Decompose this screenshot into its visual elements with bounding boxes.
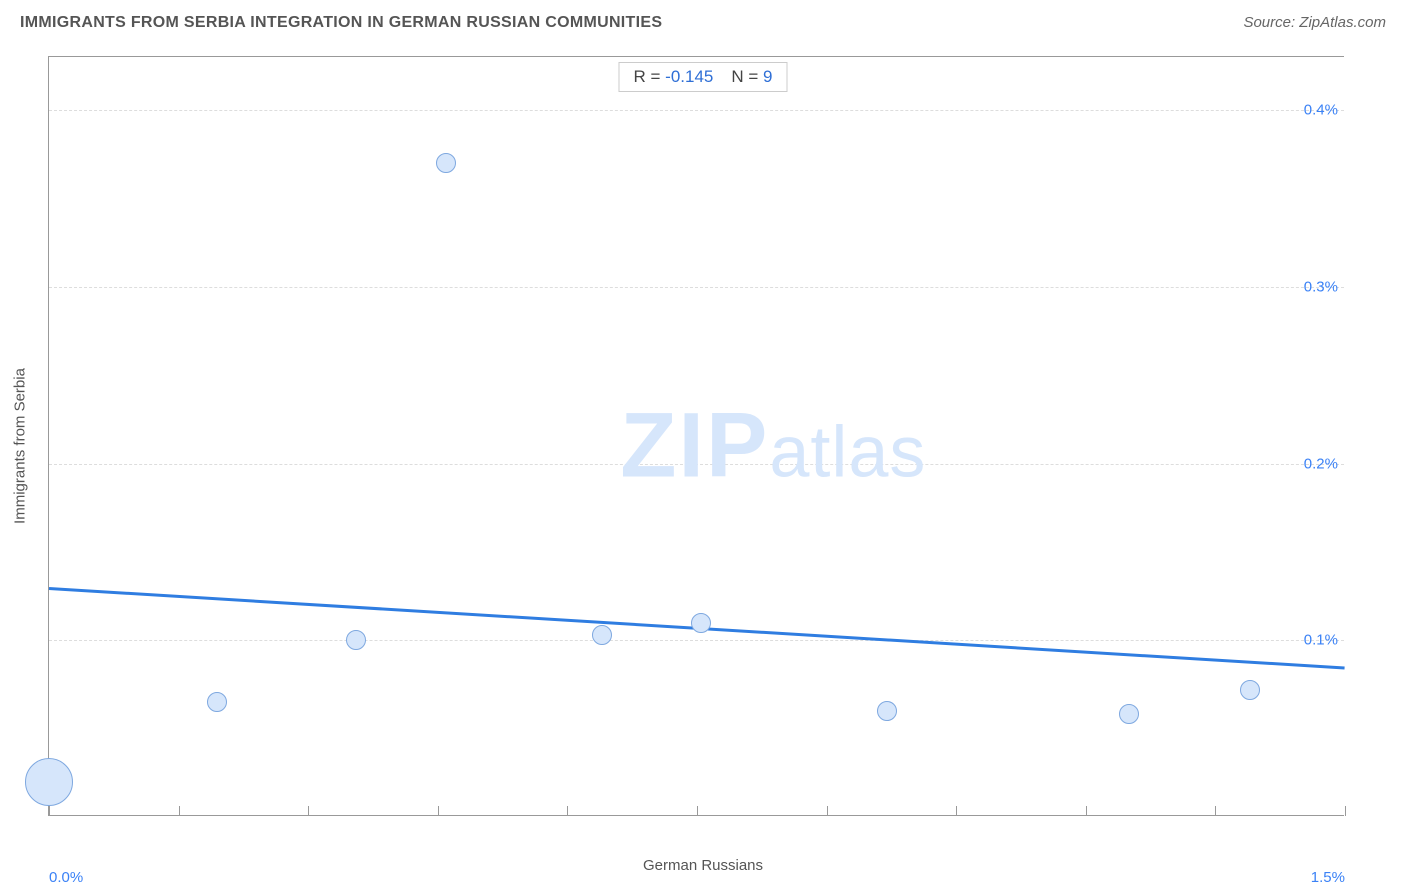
header-row: IMMIGRANTS FROM SERBIA INTEGRATION IN GE… — [20, 14, 1386, 32]
x-tick-mark — [697, 806, 698, 816]
y-tick-label: 0.4% — [1304, 102, 1338, 119]
x-tick-mark — [1215, 806, 1216, 816]
data-bubble — [1240, 680, 1260, 700]
data-bubble — [25, 758, 73, 806]
n-value: 9 — [763, 67, 772, 86]
y-tick-label: 0.2% — [1304, 455, 1338, 472]
gridline-h — [49, 464, 1344, 465]
x-tick-label: 1.5% — [1311, 869, 1345, 886]
source-credit: Source: ZipAtlas.com — [1243, 14, 1386, 31]
x-tick-mark — [308, 806, 309, 816]
chart-title: IMMIGRANTS FROM SERBIA INTEGRATION IN GE… — [20, 14, 662, 32]
n-group: N = 9 — [731, 67, 772, 87]
gridline-h — [49, 110, 1344, 111]
chart-plot-area: 0.1%0.2%0.3%0.4%0.0%1.5% — [48, 56, 1344, 816]
x-tick-mark — [1086, 806, 1087, 816]
data-bubble — [346, 630, 366, 650]
y-tick-label: 0.1% — [1304, 632, 1338, 649]
data-bubble — [207, 692, 227, 712]
x-axis-label: German Russians — [643, 857, 763, 874]
r-group: R = -0.145 — [633, 67, 713, 87]
gridline-h — [49, 640, 1344, 641]
stats-badge: R = -0.145 N = 9 — [618, 62, 787, 92]
n-label: N = — [731, 67, 758, 86]
x-tick-mark — [49, 806, 50, 816]
x-tick-mark — [1345, 806, 1346, 816]
x-tick-mark — [827, 806, 828, 816]
gridline-h — [49, 287, 1344, 288]
y-tick-label: 0.3% — [1304, 278, 1338, 295]
r-value: -0.145 — [665, 67, 713, 86]
data-bubble — [592, 625, 612, 645]
data-bubble — [691, 613, 711, 633]
x-tick-mark — [567, 806, 568, 816]
x-tick-mark — [438, 806, 439, 816]
data-bubble — [877, 701, 897, 721]
data-bubble — [436, 153, 456, 173]
data-bubble — [1119, 704, 1139, 724]
y-axis-label: Immigrants from Serbia — [12, 368, 29, 524]
r-label: R = — [633, 67, 660, 86]
x-tick-mark — [956, 806, 957, 816]
x-tick-label: 0.0% — [49, 869, 83, 886]
x-tick-mark — [179, 806, 180, 816]
